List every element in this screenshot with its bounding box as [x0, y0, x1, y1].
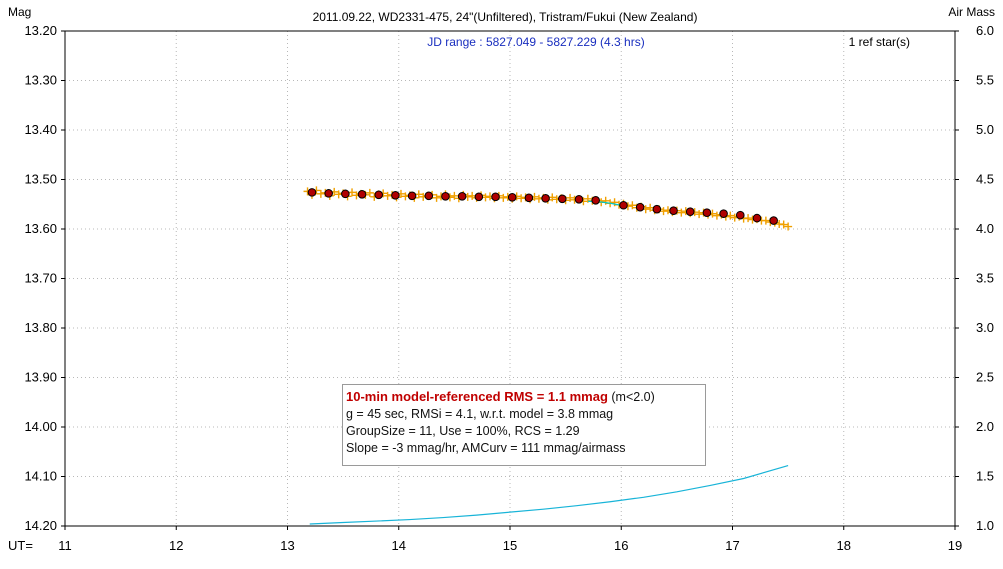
stats-rms-suffix: (m<2.0): [607, 390, 655, 404]
y-tick-label: 14.20: [24, 518, 57, 533]
raw-point: [744, 214, 753, 223]
y2-tick-label: 5.0: [976, 122, 994, 137]
airmass-curve: [309, 465, 789, 525]
binned-point: [619, 200, 628, 210]
x-axis-label: UT=: [8, 538, 33, 553]
y2-tick-label: 4.0: [976, 221, 994, 236]
binned-point: [541, 194, 550, 203]
y2-tick-label: 1.0: [976, 518, 994, 533]
binned-point: [457, 192, 467, 201]
x-tick-label: 11: [58, 538, 72, 553]
binned-points: [307, 188, 778, 225]
raw-point: [610, 198, 619, 207]
raw-point: [316, 189, 325, 198]
stats-rms-highlight: 10-min model-referenced RMS = 1.1 mmag: [346, 389, 608, 404]
chart-title: 2011.09.22, WD2331-475, 24"(Unfiltered),…: [313, 10, 698, 24]
y-tick-label: 13.90: [24, 370, 57, 385]
y-tick-label: 13.60: [24, 221, 57, 236]
raw-point: [450, 191, 459, 200]
binned-point: [357, 190, 367, 199]
binned-point: [591, 195, 600, 205]
x-tick-label: 13: [280, 538, 294, 553]
airmass-line: [309, 465, 789, 525]
x-tick-label: 15: [503, 538, 517, 553]
stats-rms-line: 10-min model-referenced RMS = 1.1 mmag (…: [346, 388, 705, 406]
stats-line-4: Slope = -3 mmag/hr, AMCurv = 111 mmag/ai…: [346, 441, 626, 455]
binned-point: [702, 208, 712, 217]
y-tick-label: 14.00: [24, 419, 57, 434]
jd-range: JD range : 5827.049 - 5827.229 (4.3 hrs): [427, 35, 644, 49]
y2-tick-label: 2.0: [976, 419, 994, 434]
y-tick-label: 13.40: [24, 122, 57, 137]
x-tick-label: 12: [169, 538, 183, 553]
binned-point: [374, 190, 384, 200]
binned-point: [557, 194, 567, 204]
y-axis-label: Mag: [8, 5, 31, 19]
binned-point: [391, 191, 400, 200]
ref-star-count: 1 ref star(s): [849, 35, 910, 49]
raw-point: [659, 207, 668, 216]
binned-point: [652, 204, 662, 214]
x-tick-label: 18: [837, 538, 851, 553]
binned-point: [752, 213, 762, 223]
binned-point: [735, 210, 745, 220]
x-tick-label: 19: [948, 538, 962, 553]
binned-point: [574, 195, 584, 204]
raw-point: [566, 193, 575, 202]
x-tick-label: 16: [614, 538, 628, 553]
raw-point: [432, 193, 441, 202]
y-tick-label: 13.30: [24, 73, 57, 88]
stats-box: 10-min model-referenced RMS = 1.1 mmag (…: [342, 384, 706, 466]
y-tick-label: 13.80: [24, 320, 57, 335]
y2-tick-label: 3.0: [976, 320, 994, 335]
y2-tick-label: 2.5: [976, 370, 994, 385]
raw-point: [726, 211, 735, 220]
raw-point: [695, 210, 704, 219]
raw-point: [601, 196, 610, 205]
y2-tick-label: 6.0: [976, 23, 994, 38]
raw-point: [761, 216, 770, 225]
raw-point: [365, 188, 374, 197]
axis-ticks: 11 12 13 14 15 16 17 18 19 13.20 13.30 13.40 13.50 13…: [24, 23, 994, 553]
binned-point: [507, 193, 517, 202]
raw-point: [499, 193, 508, 202]
raw-point: [628, 201, 637, 210]
binned-point: [474, 192, 484, 202]
binned-point: [685, 207, 695, 216]
binned-point: [524, 193, 534, 203]
raw-point: [784, 222, 793, 231]
y2-tick-label: 5.5: [976, 73, 994, 88]
binned-point: [769, 216, 778, 225]
binned-point: [635, 202, 645, 212]
binned-point: [307, 188, 317, 197]
raw-point: [779, 220, 788, 229]
binned-point: [441, 192, 450, 201]
raw-point: [712, 211, 721, 220]
y2-tick-label: 1.5: [976, 469, 994, 484]
binned-point: [341, 189, 350, 199]
raw-point: [677, 208, 686, 217]
x-tick-label: 14: [392, 538, 406, 553]
y-tick-label: 13.70: [24, 271, 57, 286]
binned-point: [491, 192, 500, 202]
stats-line-3: GroupSize = 11, Use = 100%, RCS = 1.29: [346, 424, 580, 438]
y2-tick-label: 4.5: [976, 172, 994, 187]
binned-point: [669, 206, 678, 215]
y-tick-label: 13.50: [24, 172, 57, 187]
raw-point: [517, 194, 526, 203]
y-tick-label: 13.20: [24, 23, 57, 38]
binned-point: [719, 209, 728, 218]
y-tick-label: 14.10: [24, 469, 57, 484]
y2-axis-label: Air Mass: [948, 5, 995, 19]
stats-line-2: g = 45 sec, RMSi = 4.1, w.r.t. model = 3…: [346, 407, 614, 421]
binned-point: [407, 191, 417, 201]
binned-point: [424, 191, 434, 201]
x-tick-label: 17: [725, 538, 739, 553]
y2-tick-label: 3.5: [976, 271, 994, 286]
raw-point: [383, 191, 392, 200]
binned-point: [324, 189, 333, 198]
